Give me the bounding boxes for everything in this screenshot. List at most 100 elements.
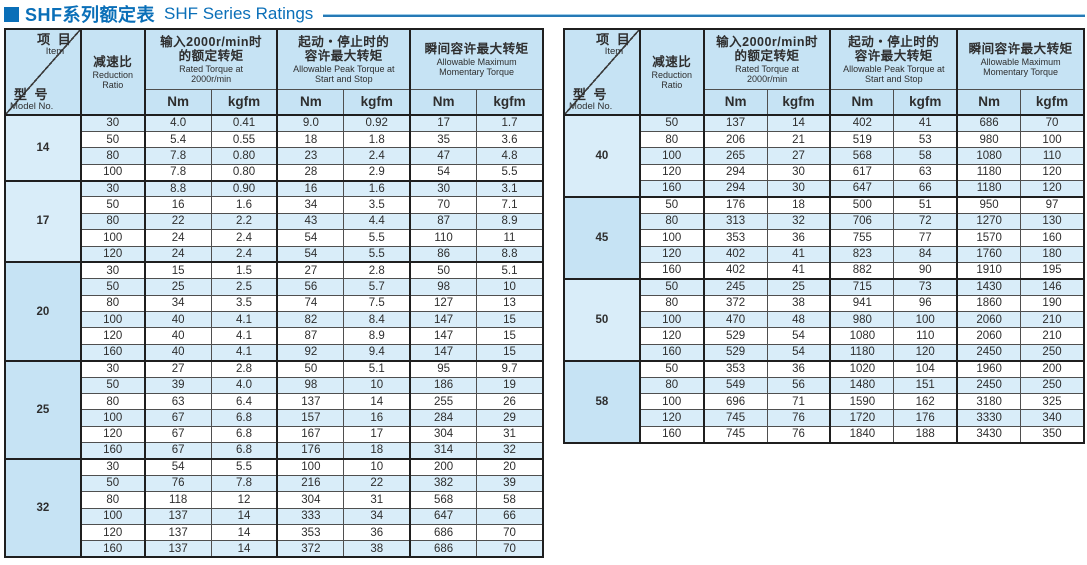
header-group-2-zh: 瞬间容许最大转矩 bbox=[968, 41, 1073, 56]
table-row: 120 402 41 823 84 1760 180 bbox=[564, 245, 1085, 263]
unit-header-nm: Nm bbox=[829, 88, 895, 116]
title-bar: SHF系列额定表 SHF Series Ratings bbox=[4, 3, 1085, 25]
momentary-kgfm-cell: 19 bbox=[476, 376, 544, 394]
momentary-nm-cell: 54 bbox=[409, 163, 478, 182]
momentary-nm-cell: 147 bbox=[409, 327, 478, 345]
table-row: 120 24 2.4 54 5.5 86 8.8 bbox=[5, 245, 544, 264]
momentary-kgfm-cell: 70 bbox=[476, 540, 544, 559]
peak-kgfm-cell: 72 bbox=[893, 212, 958, 231]
rated-kgfm-cell: 41 bbox=[766, 261, 831, 280]
peak-kgfm-cell: 22 bbox=[343, 474, 411, 493]
table-row: 25 30 27 2.8 50 5.1 95 9.7 bbox=[4, 360, 544, 460]
peak-nm-cell: 82 bbox=[276, 310, 345, 329]
rated-kgfm-cell: 18 bbox=[766, 196, 831, 214]
rated-kgfm-cell: 25 bbox=[766, 278, 831, 296]
ratio-cell: 80 bbox=[638, 376, 705, 394]
unit-header-kgfm: kgfm bbox=[210, 88, 278, 116]
peak-kgfm-cell: 162 bbox=[893, 392, 958, 411]
momentary-kgfm-cell: 120 bbox=[1020, 179, 1085, 198]
peak-kgfm-cell: 17 bbox=[343, 425, 411, 444]
momentary-nm-cell: 2450 bbox=[956, 343, 1022, 362]
rated-nm-cell: 67 bbox=[143, 409, 212, 427]
momentary-kgfm-cell: 1.7 bbox=[476, 114, 544, 132]
momentary-kgfm-cell: 8.8 bbox=[476, 245, 544, 264]
header-reduction-ratio: 减速比 Reduction Ratio bbox=[79, 28, 146, 116]
table-row: 160 402 41 882 90 1910 195 bbox=[564, 261, 1085, 280]
rated-kgfm-cell: 2.2 bbox=[210, 212, 278, 231]
rated-nm-cell: 137 bbox=[143, 540, 212, 559]
rated-nm-cell: 294 bbox=[702, 179, 768, 198]
rated-kgfm-cell: 56 bbox=[766, 376, 831, 394]
item-model-diagonal-cell: 项 目 Item 型 号 Model No. bbox=[563, 28, 641, 116]
ratio-cell: 120 bbox=[638, 163, 705, 182]
peak-kgfm-cell: 2.8 bbox=[343, 261, 411, 280]
momentary-kgfm-cell: 70 bbox=[476, 523, 544, 542]
table-row: 20 30 15 1.5 27 2.8 50 5.1 bbox=[4, 261, 544, 362]
rated-kgfm-cell: 36 bbox=[766, 360, 831, 378]
unit-header-kgfm: kgfm bbox=[893, 88, 958, 116]
header-group-0-zh: 输入2000r/min时 的额定转矩 bbox=[160, 34, 263, 63]
momentary-nm-cell: 50 bbox=[409, 261, 478, 280]
momentary-kgfm-cell: 3.6 bbox=[476, 130, 544, 149]
rated-kgfm-cell: 2.8 bbox=[210, 360, 278, 378]
momentary-kgfm-cell: 110 bbox=[1020, 147, 1085, 165]
peak-nm-cell: 56 bbox=[276, 278, 345, 296]
rated-nm-cell: 313 bbox=[702, 212, 768, 231]
momentary-nm-cell: 382 bbox=[409, 474, 478, 493]
rated-nm-cell: 294 bbox=[702, 163, 768, 182]
rated-nm-cell: 7.8 bbox=[143, 147, 212, 165]
unit-header-nm: Nm bbox=[143, 88, 212, 116]
momentary-nm-cell: 110 bbox=[409, 229, 478, 247]
peak-nm-cell: 54 bbox=[276, 229, 345, 247]
momentary-kgfm-cell: 190 bbox=[1020, 294, 1085, 313]
rated-nm-cell: 206 bbox=[702, 130, 768, 149]
peak-kgfm-cell: 8.4 bbox=[343, 310, 411, 329]
table-row: 58 50 353 36 1020 104 1960 200 bbox=[563, 360, 1085, 444]
ratio-cell: 50 bbox=[79, 376, 146, 394]
momentary-nm-cell: 17 bbox=[409, 114, 478, 132]
peak-kgfm-cell: 2.4 bbox=[343, 147, 411, 165]
unit-header-kgfm: kgfm bbox=[343, 88, 411, 116]
rated-kgfm-cell: 32 bbox=[766, 212, 831, 231]
table-row: 120 137 14 353 36 686 70 bbox=[5, 523, 544, 542]
rated-kgfm-cell: 41 bbox=[766, 245, 831, 263]
rated-nm-cell: 54 bbox=[143, 458, 212, 476]
momentary-kgfm-cell: 120 bbox=[1020, 163, 1085, 182]
peak-nm-cell: 92 bbox=[276, 343, 345, 362]
rated-nm-cell: 25 bbox=[143, 278, 212, 296]
table-row: 50 50 245 25 715 73 1430 146 bbox=[563, 278, 1085, 362]
momentary-nm-cell: 47 bbox=[409, 147, 478, 165]
momentary-kgfm-cell: 15 bbox=[476, 310, 544, 329]
rated-kgfm-cell: 71 bbox=[766, 392, 831, 411]
peak-nm-cell: 980 bbox=[829, 310, 895, 329]
header-group-0-zh: 输入2000r/min时 的额定转矩 bbox=[716, 34, 818, 63]
table-row: 100 40 4.1 82 8.4 147 15 bbox=[5, 310, 544, 329]
header-item-en: Item bbox=[45, 46, 65, 57]
peak-nm-cell: 100 bbox=[276, 458, 345, 476]
peak-nm-cell: 157 bbox=[276, 409, 345, 427]
rated-kgfm-cell: 36 bbox=[766, 229, 831, 247]
ratio-cell: 160 bbox=[79, 540, 146, 559]
momentary-nm-cell: 186 bbox=[409, 376, 478, 394]
header-model-label: 型 号 Model No. bbox=[569, 88, 612, 112]
peak-nm-cell: 882 bbox=[829, 261, 895, 280]
header-group-2: 瞬间容许最大转矩 Allowable Maximum Momentary Torq… bbox=[409, 28, 544, 90]
rated-nm-cell: 745 bbox=[702, 409, 768, 427]
peak-kgfm-cell: 110 bbox=[893, 327, 958, 345]
header-group-0: 输入2000r/min时 的额定转矩 Rated Torque at 2000r/… bbox=[702, 28, 831, 90]
header-model-en: Model No. bbox=[10, 101, 54, 112]
header-ratio-en: Reduction Ratio bbox=[92, 69, 133, 90]
rated-nm-cell: 24 bbox=[143, 229, 212, 247]
rated-nm-cell: 40 bbox=[143, 310, 212, 329]
unit-header-nm: Nm bbox=[276, 88, 345, 116]
momentary-nm-cell: 86 bbox=[409, 245, 478, 264]
momentary-nm-cell: 3330 bbox=[956, 409, 1022, 427]
table-row: 100 67 6.8 157 16 284 29 bbox=[5, 409, 544, 427]
rated-nm-cell: 176 bbox=[702, 196, 768, 214]
rated-kgfm-cell: 30 bbox=[766, 179, 831, 198]
momentary-nm-cell: 1080 bbox=[956, 147, 1022, 165]
peak-nm-cell: 1840 bbox=[829, 425, 895, 444]
peak-nm-cell: 304 bbox=[276, 491, 345, 509]
header-item-zh: 项 目 bbox=[37, 32, 73, 47]
ratio-cell: 100 bbox=[79, 409, 146, 427]
